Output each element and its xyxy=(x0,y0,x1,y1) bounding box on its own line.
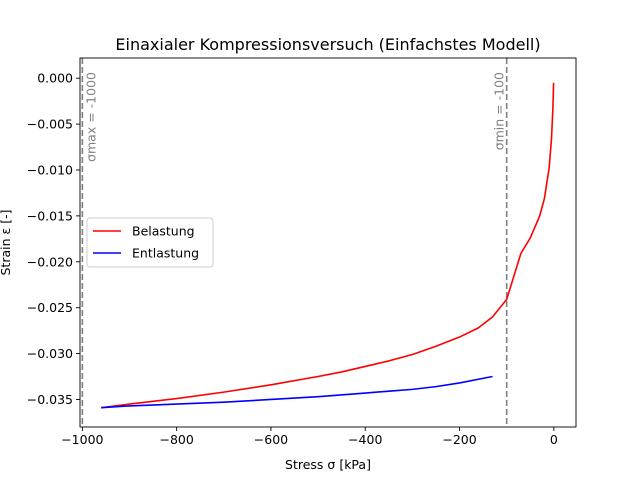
y-tick-label: −0.005 xyxy=(27,117,73,132)
y-tick-label: −0.015 xyxy=(27,208,73,223)
y-tick-label: −0.025 xyxy=(27,300,73,315)
reference-line-label: σmax = -1000 xyxy=(83,72,98,162)
x-tick-label: −800 xyxy=(159,432,193,447)
reference-line-label: σmin = -100 xyxy=(492,72,507,150)
x-axis-label: Stress σ [kPa] xyxy=(285,457,371,472)
x-tick-label: −1000 xyxy=(61,432,103,447)
x-tick-label: −600 xyxy=(254,432,288,447)
series-line xyxy=(101,375,493,409)
y-tick-label: −0.010 xyxy=(27,162,73,177)
plot-area: σmax = -1000 σmin = -100 −1000 −800 −600 −400… xyxy=(27,57,577,447)
y-tick-label: −0.030 xyxy=(27,346,73,361)
y-axis-label: Strain ε [-] xyxy=(0,210,13,276)
series-line xyxy=(101,82,555,409)
x-tick-label: −400 xyxy=(348,432,382,447)
x-tick-label: −200 xyxy=(442,432,476,447)
y-tick-label: −0.035 xyxy=(27,392,73,407)
legend-label: Belastung xyxy=(132,224,195,239)
chart-title: Einaxialer Kompressionsversuch (Einfachs… xyxy=(115,35,540,54)
y-tick-label: 0.000 xyxy=(37,71,73,86)
y-tick-label: −0.020 xyxy=(27,254,73,269)
axes-frame xyxy=(79,57,577,428)
legend-label: Entlastung xyxy=(132,246,199,261)
x-tick-label: 0 xyxy=(550,432,558,447)
legend: Belastung Entlastung xyxy=(86,217,214,268)
